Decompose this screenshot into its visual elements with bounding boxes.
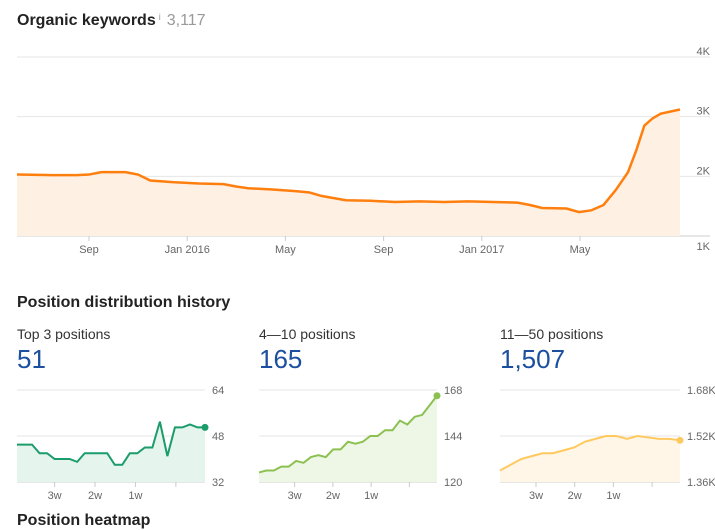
series-line xyxy=(17,421,205,466)
series-line xyxy=(258,395,438,474)
y-tick-label: 32 xyxy=(212,477,224,489)
y-tick-label: 1.36K xyxy=(687,477,715,489)
panel-value: 1,507 xyxy=(500,344,566,374)
series-line xyxy=(499,434,681,472)
panel-label: 4—10 positions xyxy=(259,326,356,342)
last-point[interactable] xyxy=(433,392,441,400)
y-tick-label: 3K xyxy=(697,106,711,118)
last-point[interactable] xyxy=(201,423,209,431)
x-tick-label: 3w xyxy=(48,490,62,502)
y-tick-label: 120 xyxy=(444,477,462,489)
y-tick-label: 1K xyxy=(697,241,711,253)
panel-label: 11—50 positions xyxy=(500,326,604,342)
x-tick-label: 2w xyxy=(88,490,102,502)
area-fill xyxy=(17,109,680,236)
y-tick-label: 64 xyxy=(212,385,224,397)
x-tick-label: Sep xyxy=(79,244,99,256)
area-fill xyxy=(500,436,680,482)
x-tick-label: Jan 2016 xyxy=(165,244,210,256)
y-tick-label: 1.68K xyxy=(687,385,715,397)
info-icon[interactable]: i xyxy=(158,12,161,22)
distribution-title: Position distribution history xyxy=(17,294,231,311)
panel-label: Top 3 positions xyxy=(17,326,111,342)
series-line xyxy=(16,108,681,214)
y-tick-label: 2K xyxy=(697,165,711,177)
y-tick-label: 144 xyxy=(444,431,462,443)
x-tick-label: 3w xyxy=(529,490,543,502)
area-fill xyxy=(17,421,205,482)
keyword-count: 3,117 xyxy=(166,12,206,29)
y-tick-label: 4K xyxy=(697,46,711,58)
x-tick-label: 2w xyxy=(568,490,582,502)
last-point[interactable] xyxy=(676,436,684,444)
x-tick-label: Sep xyxy=(374,244,394,256)
x-tick-label: May xyxy=(570,244,591,256)
x-tick-label: 1w xyxy=(606,490,620,502)
heatmap-title: Position heatmap xyxy=(17,512,151,529)
x-tick-label: 1w xyxy=(128,490,142,502)
title-text: Organic keywords xyxy=(17,12,156,29)
y-tick-label: 1.52K xyxy=(687,431,715,443)
y-tick-label: 168 xyxy=(444,385,462,397)
x-tick-label: May xyxy=(275,244,296,256)
x-tick-label: 1w xyxy=(364,490,378,502)
panel-value: 165 xyxy=(259,344,303,374)
x-tick-label: 2w xyxy=(326,490,340,502)
y-tick-label: 48 xyxy=(212,431,224,443)
x-tick-label: Jan 2017 xyxy=(459,244,504,256)
x-tick-label: 3w xyxy=(288,490,302,502)
organic-keywords-title: Organic keywords i 3,117 xyxy=(17,12,206,30)
panel-value: 51 xyxy=(17,344,46,374)
area-fill xyxy=(259,395,437,482)
organic-keywords-chart: 4K 3K 2K 1K Sep Jan 2016 May Sep Jan 2017 May xyxy=(16,46,711,256)
